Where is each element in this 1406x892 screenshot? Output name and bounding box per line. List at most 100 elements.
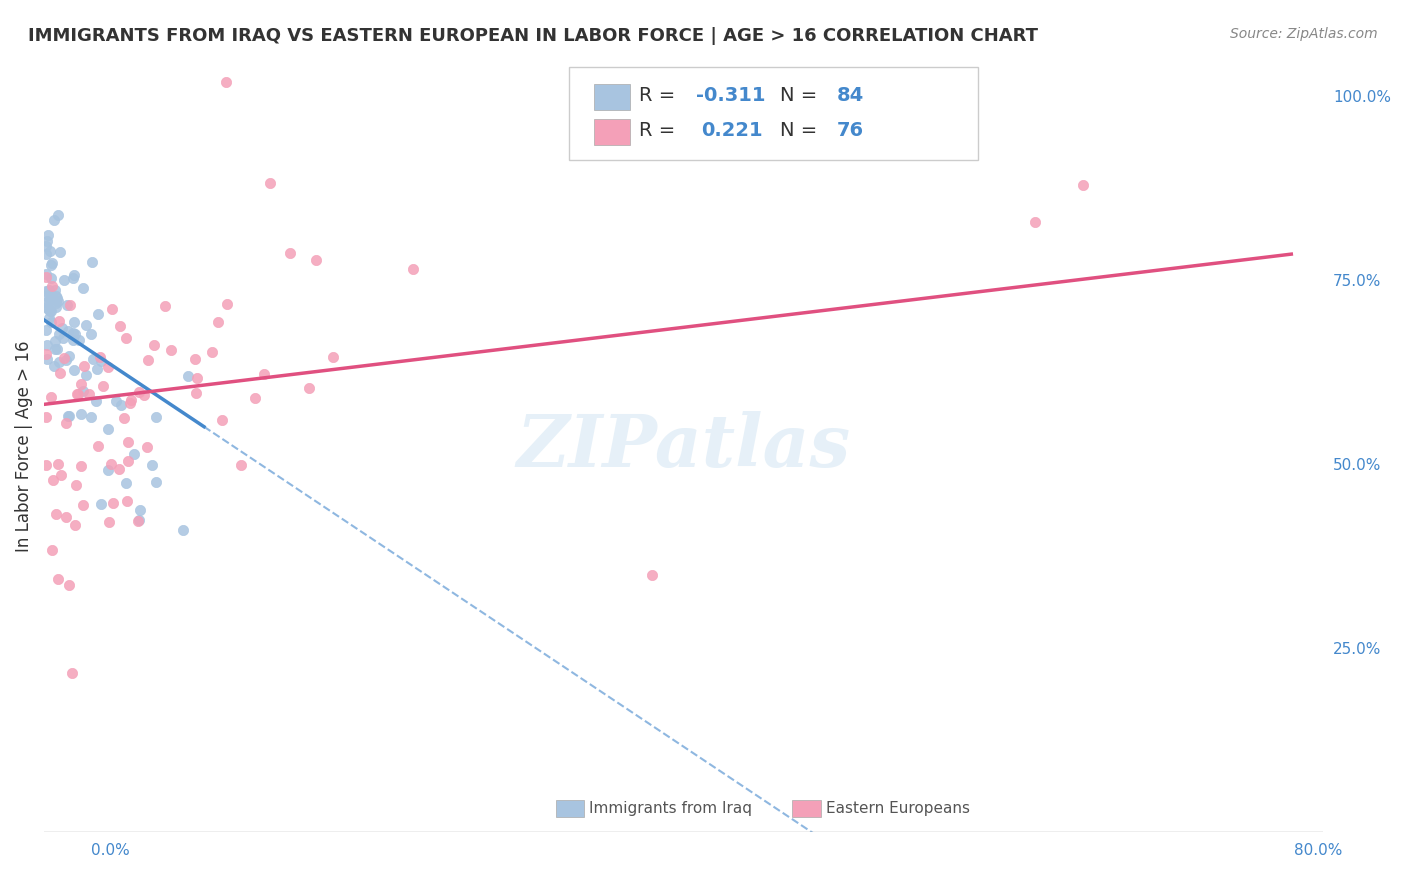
Point [107, 462, 129, 476]
Point [38, 310, 60, 325]
Point [42, 212, 65, 227]
Point [720, 89, 742, 103]
Point [35, 247, 58, 261]
Point [72, 498, 94, 512]
Point [65, 478, 87, 492]
Point [37, 301, 59, 316]
Point [35, 267, 58, 281]
Point [48, 313, 70, 327]
Point [35, 234, 58, 248]
Point [215, 75, 238, 89]
Point [80, 327, 103, 342]
Point [91, 378, 114, 392]
Point [129, 503, 152, 517]
Text: Eastern Europeans: Eastern Europeans [825, 801, 970, 816]
Point [100, 302, 122, 317]
Point [215, 297, 238, 311]
Text: 0.0%: 0.0% [91, 843, 131, 858]
Point [62, 333, 84, 347]
Point [38, 244, 60, 259]
Point [59, 298, 82, 312]
Point [128, 385, 150, 400]
Point [90, 496, 112, 510]
Point [832, 112, 855, 126]
Point [35, 289, 58, 303]
Point [115, 331, 138, 345]
Point [127, 514, 149, 528]
Point [67, 333, 90, 347]
Point [1024, 214, 1046, 228]
Point [114, 475, 136, 490]
Point [56, 409, 79, 424]
Point [39, 286, 62, 301]
Point [402, 262, 425, 277]
Point [44, 359, 66, 373]
Point [44, 334, 66, 349]
FancyBboxPatch shape [595, 85, 630, 110]
Point [135, 440, 157, 454]
Point [56, 297, 79, 311]
Point [49, 245, 72, 260]
Point [86, 361, 108, 376]
Point [39, 390, 62, 404]
Point [39, 304, 62, 318]
Point [75, 318, 97, 333]
Point [128, 513, 150, 527]
Point [75, 368, 97, 382]
Point [184, 352, 207, 367]
Point [87, 439, 110, 453]
Point [46, 572, 69, 586]
Point [62, 316, 84, 330]
Point [39, 303, 62, 318]
Point [136, 353, 159, 368]
Point [177, 369, 200, 384]
Point [97, 422, 120, 436]
Point [52, 273, 75, 287]
Point [70, 407, 93, 421]
Text: 80.0%: 80.0% [1295, 843, 1343, 858]
Point [132, 388, 155, 402]
Point [84, 393, 107, 408]
Point [55, 417, 77, 431]
Point [45, 342, 67, 356]
Point [142, 338, 165, 352]
Point [62, 326, 84, 340]
Point [186, 371, 208, 385]
Text: -0.311: -0.311 [696, 87, 766, 105]
Point [117, 434, 139, 449]
Point [38, 292, 60, 306]
Point [243, 392, 266, 406]
Point [39, 258, 62, 272]
Point [201, 345, 224, 359]
Point [39, 270, 62, 285]
Point [141, 458, 163, 472]
Point [65, 326, 87, 341]
Point [48, 366, 70, 380]
Point [44, 342, 66, 356]
FancyBboxPatch shape [555, 800, 583, 817]
Point [35, 300, 58, 314]
Point [112, 411, 135, 425]
Point [118, 396, 141, 410]
Point [46, 291, 69, 305]
Point [41, 542, 63, 557]
Point [37, 295, 59, 310]
Point [58, 349, 80, 363]
Point [145, 475, 167, 490]
Point [98, 515, 121, 529]
Point [39, 292, 62, 306]
FancyBboxPatch shape [568, 67, 979, 160]
Text: 76: 76 [837, 121, 865, 140]
Point [45, 289, 67, 303]
FancyBboxPatch shape [595, 120, 630, 145]
Point [117, 454, 139, 468]
Point [90, 353, 112, 368]
Point [69, 376, 91, 391]
Point [66, 387, 89, 401]
Text: IMMIGRANTS FROM IRAQ VS EASTERN EUROPEAN IN LABOR FORCE | AGE > 16 CORRELATION C: IMMIGRANTS FROM IRAQ VS EASTERN EUROPEAN… [28, 27, 1038, 45]
Point [51, 321, 73, 335]
Text: R =: R = [638, 121, 682, 140]
Point [120, 392, 142, 407]
Point [72, 384, 94, 398]
Point [55, 509, 77, 524]
